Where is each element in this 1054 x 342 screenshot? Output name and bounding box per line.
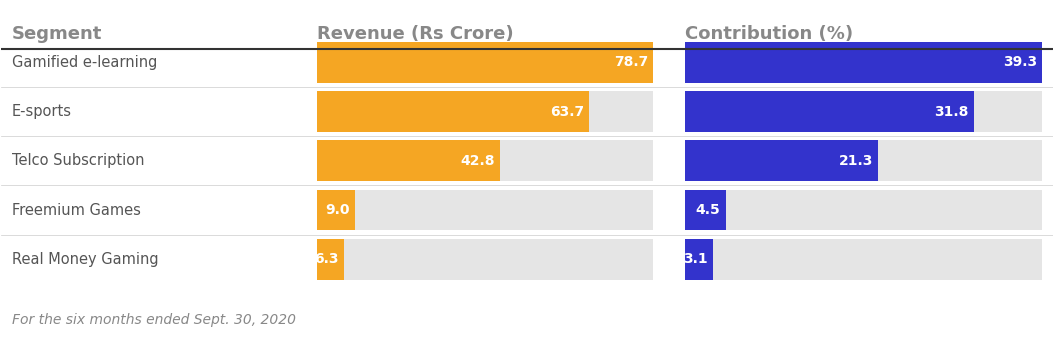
Text: For the six months ended Sept. 30, 2020: For the six months ended Sept. 30, 2020 <box>12 313 296 327</box>
FancyBboxPatch shape <box>685 141 878 181</box>
Text: Telco Subscription: Telco Subscription <box>12 153 144 168</box>
FancyBboxPatch shape <box>317 190 653 231</box>
Text: E-sports: E-sports <box>12 104 72 119</box>
FancyBboxPatch shape <box>317 239 344 279</box>
FancyBboxPatch shape <box>685 42 1042 83</box>
FancyBboxPatch shape <box>317 190 355 231</box>
FancyBboxPatch shape <box>317 91 589 132</box>
Text: 78.7: 78.7 <box>613 55 648 69</box>
Text: 21.3: 21.3 <box>839 154 873 168</box>
FancyBboxPatch shape <box>685 141 1042 181</box>
FancyBboxPatch shape <box>317 239 653 279</box>
FancyBboxPatch shape <box>685 42 1042 83</box>
Text: 42.8: 42.8 <box>460 154 494 168</box>
Text: 4.5: 4.5 <box>696 203 720 217</box>
FancyBboxPatch shape <box>317 141 500 181</box>
Text: 63.7: 63.7 <box>549 105 584 119</box>
FancyBboxPatch shape <box>317 91 653 132</box>
FancyBboxPatch shape <box>685 91 1042 132</box>
FancyBboxPatch shape <box>317 42 653 83</box>
Text: Freemium Games: Freemium Games <box>12 202 141 218</box>
Text: 31.8: 31.8 <box>934 105 969 119</box>
FancyBboxPatch shape <box>685 91 974 132</box>
FancyBboxPatch shape <box>317 42 653 83</box>
Text: Real Money Gaming: Real Money Gaming <box>12 252 158 267</box>
Text: 6.3: 6.3 <box>314 252 338 266</box>
Text: 3.1: 3.1 <box>683 252 707 266</box>
FancyBboxPatch shape <box>685 190 1042 231</box>
FancyBboxPatch shape <box>685 239 713 279</box>
Text: 39.3: 39.3 <box>1002 55 1037 69</box>
Text: 9.0: 9.0 <box>326 203 350 217</box>
FancyBboxPatch shape <box>685 190 725 231</box>
Text: Segment: Segment <box>12 25 102 43</box>
Text: Contribution (%): Contribution (%) <box>685 25 853 43</box>
Text: Revenue (Rs Crore): Revenue (Rs Crore) <box>317 25 513 43</box>
FancyBboxPatch shape <box>685 239 1042 279</box>
Text: Gamified e-learning: Gamified e-learning <box>12 55 157 70</box>
FancyBboxPatch shape <box>317 141 653 181</box>
